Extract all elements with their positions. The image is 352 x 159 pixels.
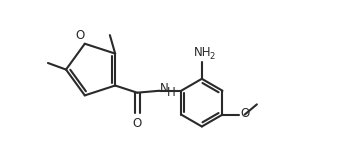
Text: NH: NH [193,46,211,59]
Text: O: O [240,107,250,120]
Text: H: H [167,86,176,99]
Text: 2: 2 [209,52,214,61]
Text: O: O [133,117,142,130]
Text: N: N [160,82,169,95]
Text: O: O [76,29,85,42]
